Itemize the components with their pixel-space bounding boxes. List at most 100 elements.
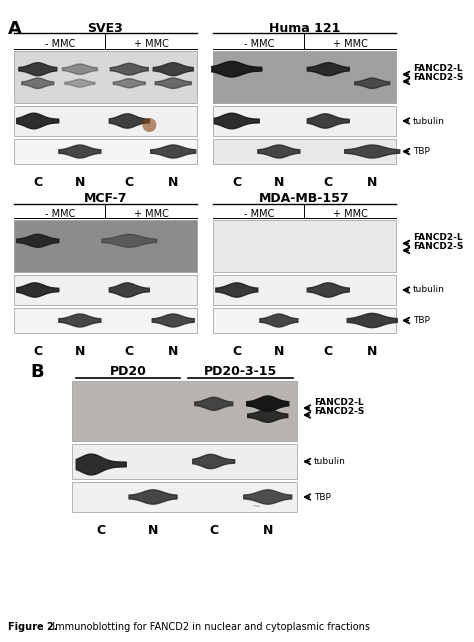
Polygon shape	[22, 78, 54, 89]
Polygon shape	[17, 234, 59, 247]
Polygon shape	[113, 79, 146, 88]
Text: N: N	[273, 176, 284, 189]
Text: MCF-7: MCF-7	[84, 192, 127, 205]
Polygon shape	[19, 63, 57, 76]
Polygon shape	[212, 62, 262, 77]
Polygon shape	[307, 283, 349, 297]
Text: C: C	[125, 176, 134, 189]
Polygon shape	[248, 410, 288, 422]
Bar	[72, 482, 297, 512]
Polygon shape	[247, 396, 289, 412]
Polygon shape	[65, 80, 95, 87]
Text: + MMC: + MMC	[333, 39, 368, 49]
Polygon shape	[345, 145, 400, 158]
Text: - MMC: - MMC	[244, 39, 274, 49]
Text: FANCD2-S: FANCD2-S	[413, 243, 464, 252]
Text: C: C	[324, 176, 333, 189]
Bar	[72, 444, 297, 479]
Polygon shape	[151, 145, 196, 158]
Text: + MMC: + MMC	[134, 39, 169, 49]
Text: TBP: TBP	[314, 492, 331, 501]
Text: N: N	[168, 176, 178, 189]
Bar	[14, 139, 197, 164]
Bar	[14, 106, 197, 136]
Polygon shape	[102, 234, 157, 247]
Polygon shape	[109, 283, 149, 297]
Polygon shape	[17, 283, 59, 297]
Polygon shape	[153, 63, 193, 76]
Bar	[213, 220, 396, 272]
Polygon shape	[195, 397, 233, 410]
Bar	[213, 275, 396, 305]
Text: N: N	[168, 345, 178, 358]
Text: SVE3: SVE3	[88, 22, 123, 35]
Text: TBP: TBP	[413, 147, 430, 156]
Text: tubulin: tubulin	[413, 286, 445, 295]
Text: C: C	[324, 345, 333, 358]
Text: C: C	[33, 345, 42, 358]
Text: tubulin: tubulin	[314, 457, 346, 466]
Text: N: N	[148, 524, 158, 537]
Polygon shape	[216, 283, 258, 297]
Polygon shape	[17, 113, 59, 129]
Text: FANCD2-S: FANCD2-S	[413, 73, 464, 82]
Bar	[14, 275, 197, 305]
Text: + MMC: + MMC	[333, 209, 368, 219]
Text: Huma 121: Huma 121	[269, 22, 340, 35]
Text: FANCD2-L: FANCD2-L	[413, 64, 463, 73]
Text: C: C	[232, 345, 241, 358]
Text: - MMC: - MMC	[45, 209, 75, 219]
Text: N: N	[75, 345, 85, 358]
Text: N: N	[263, 524, 273, 537]
Text: Figure 2.: Figure 2.	[8, 622, 57, 632]
Text: B: B	[30, 363, 44, 381]
Polygon shape	[155, 78, 191, 89]
Text: FANCD2-S: FANCD2-S	[314, 407, 365, 416]
Polygon shape	[109, 114, 149, 128]
Text: tubulin: tubulin	[413, 116, 445, 125]
Text: C: C	[97, 524, 106, 537]
Bar	[14, 220, 197, 272]
Bar	[213, 106, 396, 136]
Polygon shape	[63, 64, 97, 74]
Text: FANCD2-L: FANCD2-L	[314, 398, 364, 407]
Polygon shape	[244, 490, 292, 504]
Polygon shape	[193, 455, 235, 469]
Polygon shape	[307, 114, 349, 128]
Polygon shape	[258, 145, 300, 158]
Text: PD20-3-15: PD20-3-15	[204, 365, 277, 378]
Polygon shape	[214, 113, 259, 129]
Polygon shape	[152, 314, 194, 327]
Polygon shape	[76, 454, 126, 475]
Text: TBP: TBP	[413, 316, 430, 325]
Polygon shape	[59, 314, 101, 327]
Bar	[72, 381, 297, 441]
Polygon shape	[110, 64, 148, 75]
Polygon shape	[307, 63, 349, 76]
Bar	[213, 51, 396, 103]
Text: PD20: PD20	[110, 365, 146, 378]
Polygon shape	[355, 78, 390, 89]
Polygon shape	[59, 145, 101, 158]
Polygon shape	[260, 314, 298, 327]
Text: MDA-MB-157: MDA-MB-157	[259, 192, 350, 205]
Text: N: N	[75, 176, 85, 189]
Text: C: C	[33, 176, 42, 189]
Text: Immunoblotting for FANCD2 in nuclear and cytoplasmic fractions: Immunoblotting for FANCD2 in nuclear and…	[46, 622, 370, 632]
Text: N: N	[367, 176, 377, 189]
Polygon shape	[129, 490, 177, 504]
Text: C: C	[232, 176, 241, 189]
Text: FANCD2-L: FANCD2-L	[413, 234, 463, 243]
Bar	[213, 308, 396, 333]
Circle shape	[142, 118, 156, 132]
Bar	[213, 139, 396, 164]
Bar	[14, 51, 197, 103]
Text: C: C	[125, 345, 134, 358]
Text: ~: ~	[252, 502, 261, 512]
Text: - MMC: - MMC	[244, 209, 274, 219]
Text: N: N	[273, 345, 284, 358]
Polygon shape	[347, 313, 397, 327]
Bar	[14, 308, 197, 333]
Text: A: A	[8, 20, 22, 38]
Text: - MMC: - MMC	[45, 39, 75, 49]
